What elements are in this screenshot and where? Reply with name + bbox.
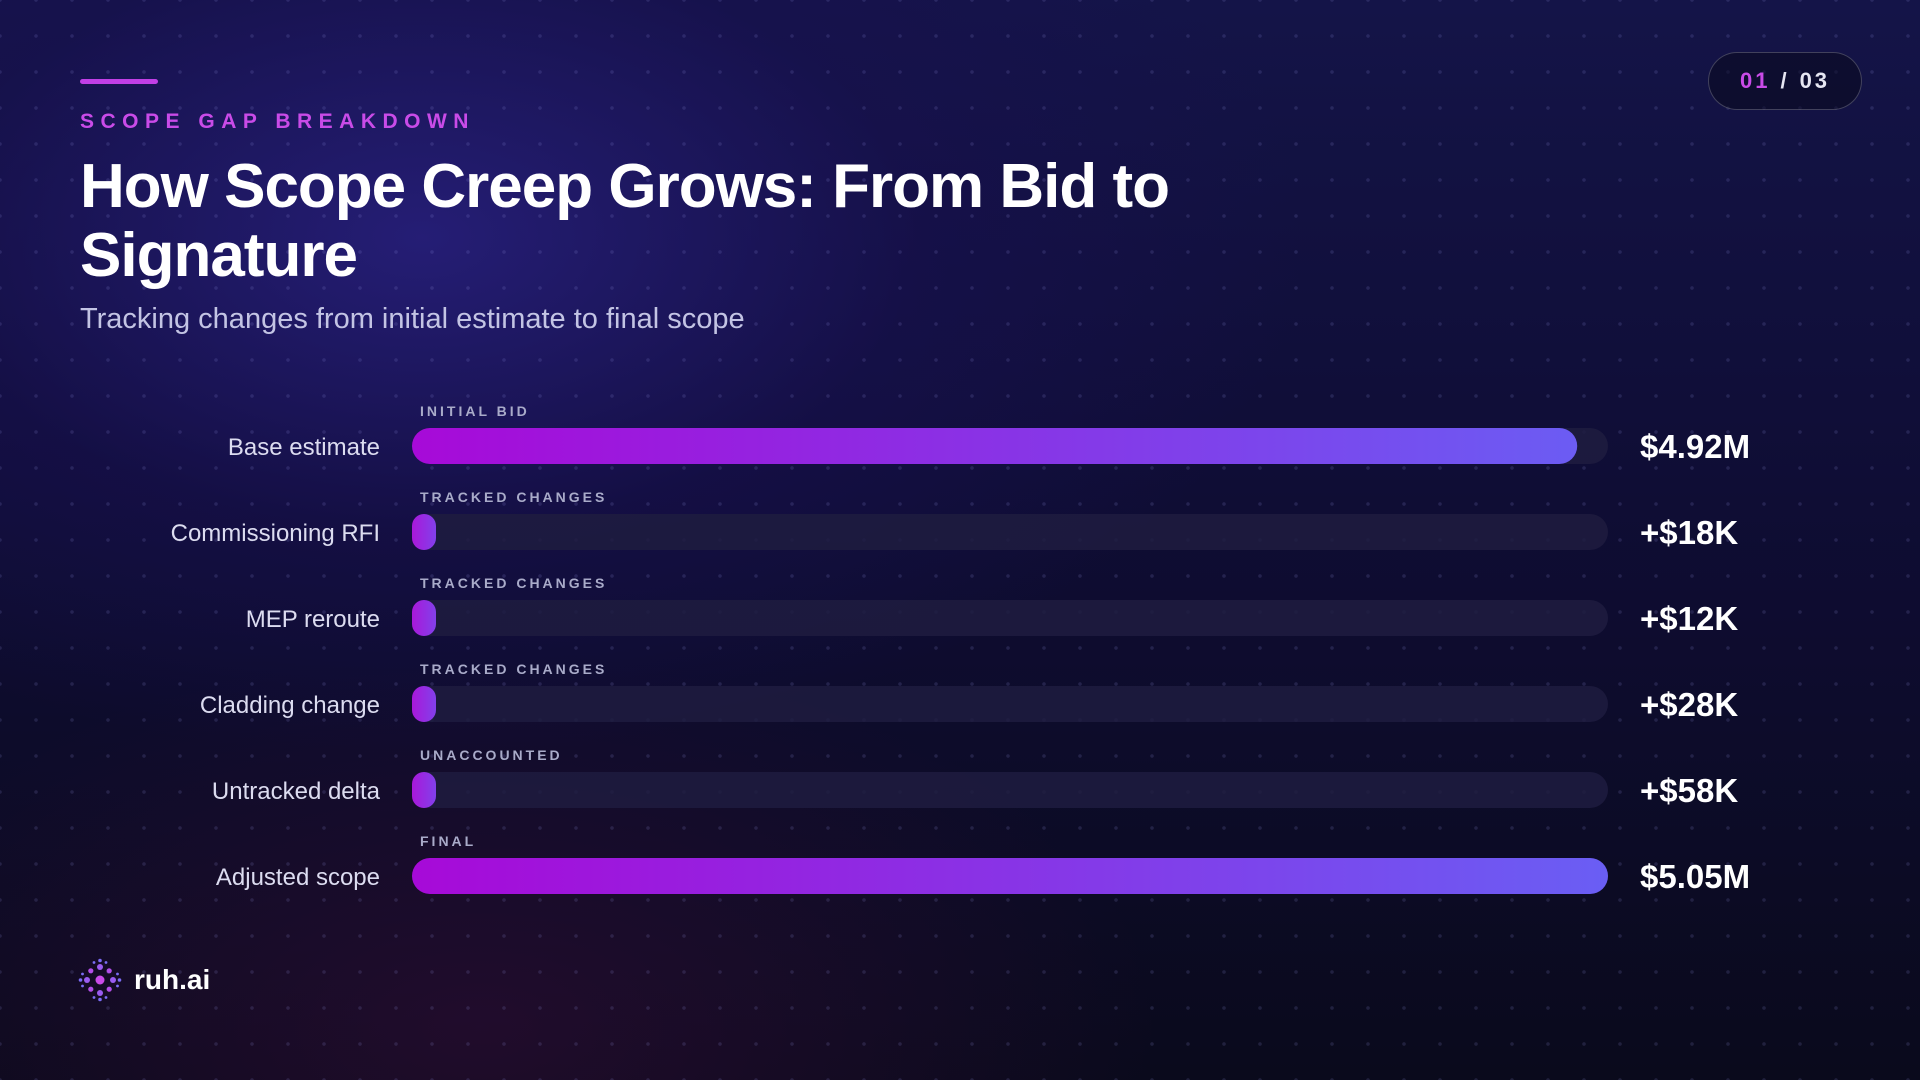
bar-cladding-change [412,686,436,722]
bar-track-commissioning-rfi [412,514,1608,550]
category-label-mep-reroute: MEP reroute [246,606,380,633]
category-label-untracked-delta: Untracked delta [212,778,381,805]
bar-group-label-base-estimate: INITIAL BID [420,403,530,419]
value-label-cladding-change: +$28K [1640,686,1738,723]
pager-separator: / [1780,68,1790,93]
bar-commissioning-rfi [412,514,436,550]
value-label-untracked-delta: +$58K [1640,772,1738,809]
pager-total: 03 [1799,68,1831,93]
page-title: How Scope Creep Grows: From Bid to Signa… [80,152,1170,290]
pager-current: 01 [1739,68,1771,93]
bar-group-label-untracked-delta: UNACCOUNTED [420,747,563,763]
brand-name: ruh.ai [134,964,211,995]
bar-track-cladding-change [412,686,1608,722]
dot-cluster-logo-icon [78,958,122,1002]
bar-group-label-mep-reroute: TRACKED CHANGES [420,575,607,591]
bar-track-mep-reroute [412,600,1608,636]
category-label-adjusted-scope: Adjusted scope [216,864,380,891]
value-label-mep-reroute: +$12K [1640,600,1738,637]
bar-track-adjusted-scope [412,858,1608,894]
bar-group-label-commissioning-rfi: TRACKED CHANGES [420,489,607,505]
bar-adjusted-scope [412,858,1608,894]
page-subtitle: Tracking changes from initial estimate t… [80,303,745,335]
bar-untracked-delta [412,772,436,808]
value-label-base-estimate: $4.92M [1640,428,1750,465]
brand: ruh.ai [78,958,210,1002]
category-label-commissioning-rfi: Commissioning RFI [171,520,380,547]
accent-line [80,79,158,84]
bar-base-estimate [412,428,1578,464]
bar-track-base-estimate [412,428,1608,464]
bar-track-untracked-delta [412,772,1608,808]
category-label-cladding-change: Cladding change [200,692,380,719]
category-label-base-estimate: Base estimate [228,434,380,461]
value-label-commissioning-rfi: +$18K [1640,514,1738,551]
bar-group-label-adjusted-scope: FINAL [420,833,476,849]
bar-group-label-cladding-change: TRACKED CHANGES [420,661,607,677]
bar-mep-reroute [412,600,436,636]
value-label-adjusted-scope: $5.05M [1640,858,1750,895]
section-eyebrow: SCOPE GAP BREAKDOWN [80,110,475,133]
slide-pager[interactable]: 01 / 03 [1708,52,1862,110]
